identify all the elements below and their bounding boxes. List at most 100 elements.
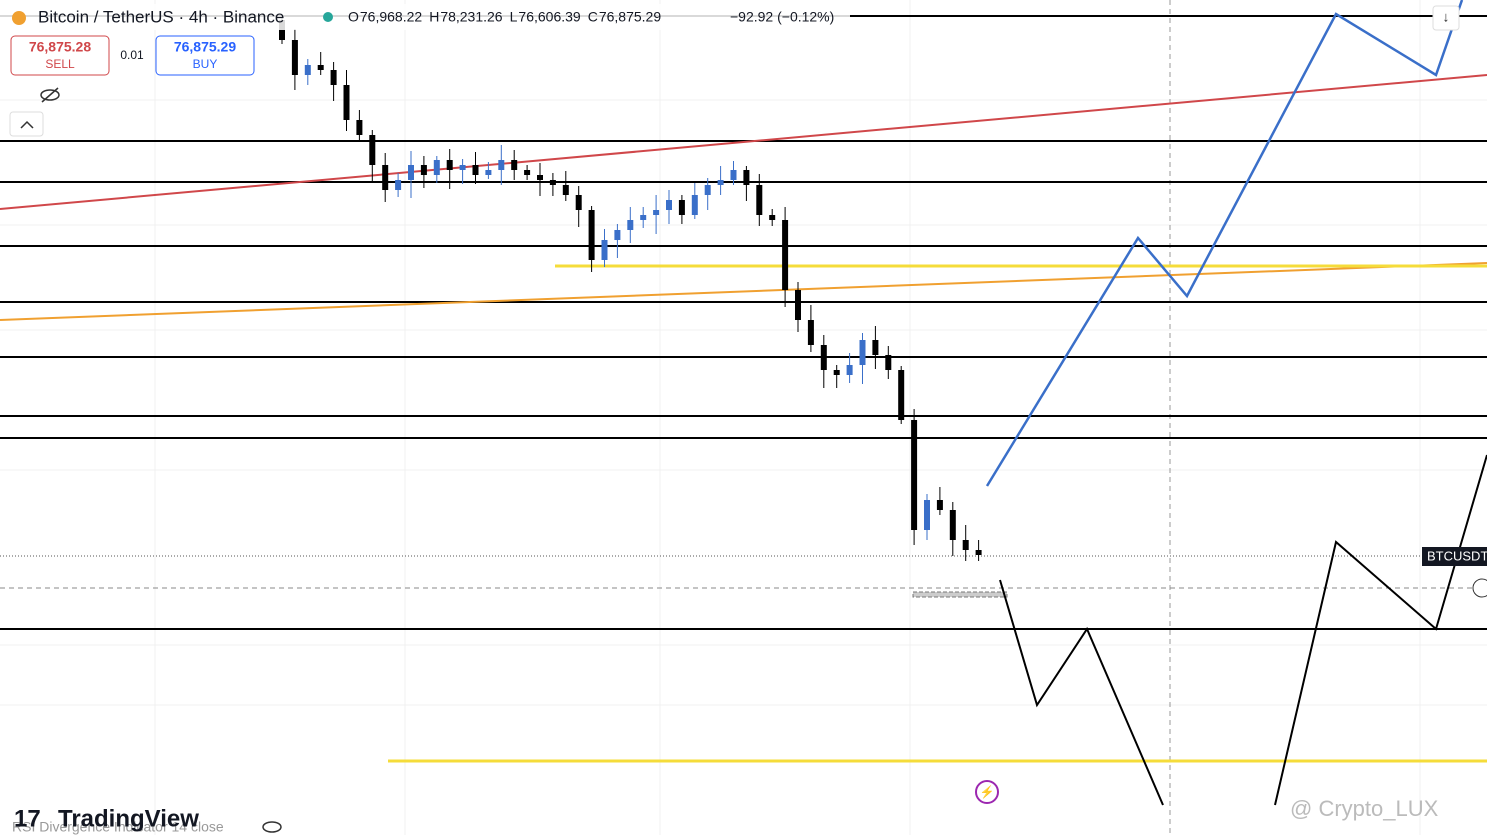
candle <box>653 210 660 215</box>
ohlc-value: 78,231.26 <box>440 9 502 25</box>
candle <box>343 85 350 120</box>
candle <box>330 70 337 85</box>
hide-icon[interactable] <box>40 89 60 101</box>
candle <box>356 120 363 135</box>
price-tag-bg <box>1422 547 1487 566</box>
header-bg <box>0 4 850 30</box>
change: −92.92 (−0.12%) <box>730 9 834 25</box>
candle <box>382 165 389 190</box>
candle <box>820 345 827 370</box>
hide-icon[interactable] <box>262 821 282 833</box>
collapse-button[interactable] <box>9 111 44 137</box>
bear-path <box>1274 454 1487 806</box>
buy-price[interactable]: 76,875.29 <box>174 39 236 55</box>
candle <box>846 365 853 375</box>
candle <box>717 180 724 185</box>
chevron <box>20 120 34 129</box>
candle <box>691 195 698 215</box>
candle <box>730 170 737 180</box>
candle <box>304 65 311 75</box>
logo-mark: 17 <box>14 805 41 832</box>
trend-line <box>0 262 1487 321</box>
ohlc-label: C <box>588 9 598 25</box>
candle <box>678 200 685 215</box>
candle <box>833 370 840 375</box>
bull-path <box>985 0 1464 487</box>
sell-button[interactable] <box>10 35 110 76</box>
indicator[interactable]: RSI Divergence Indicator 14 close <box>12 819 224 835</box>
candle <box>859 340 866 365</box>
candle <box>911 420 918 530</box>
candle <box>885 355 892 370</box>
candle <box>666 200 672 210</box>
status-dot <box>323 12 333 22</box>
arrow-icon: ↓ <box>1443 9 1450 25</box>
ohlc-label: O <box>348 9 359 25</box>
candle <box>562 185 569 195</box>
candle <box>433 160 440 175</box>
event-glyph: ⚡ <box>980 785 995 799</box>
candle <box>872 340 879 355</box>
buy-button[interactable] <box>155 35 255 76</box>
candle <box>537 175 543 180</box>
candle <box>472 165 479 175</box>
candle <box>395 180 402 190</box>
candle <box>459 165 466 170</box>
candle <box>317 65 324 70</box>
event-icon[interactable] <box>975 780 999 804</box>
trend-line <box>0 74 1487 210</box>
candle <box>420 165 427 175</box>
brand: TradingView <box>58 805 199 832</box>
add-button[interactable] <box>1472 578 1487 598</box>
candle <box>807 320 814 345</box>
ohlc-label: H <box>429 9 439 25</box>
candle <box>524 170 531 175</box>
candle <box>704 185 711 195</box>
candle <box>640 215 647 220</box>
price-tag: BTCUSDT <box>1427 548 1487 563</box>
candle <box>575 195 582 210</box>
sell-label[interactable]: SELL <box>45 57 75 71</box>
candle <box>795 290 801 320</box>
candle <box>369 135 376 165</box>
candle <box>511 160 518 170</box>
candle <box>756 185 763 215</box>
ohlc-label: L <box>510 9 518 25</box>
candle <box>898 370 905 420</box>
candle <box>975 550 982 555</box>
buy-label[interactable]: BUY <box>193 57 218 71</box>
candle <box>962 540 969 550</box>
candle <box>588 210 595 260</box>
quantity[interactable]: 0.01 <box>120 48 144 62</box>
scroll-button[interactable] <box>1432 5 1460 31</box>
sell-price[interactable]: 76,875.28 <box>29 39 91 55</box>
candle <box>408 165 414 180</box>
symbol[interactable]: Bitcoin / TetherUS · 4h · Binance <box>38 7 284 26</box>
ohlc: O 76,968.22 H 78,231.26 L 76,606.39 C 76,875.29 <box>348 9 661 25</box>
candle <box>549 180 556 185</box>
candle <box>743 170 750 185</box>
candle <box>614 230 621 240</box>
candle <box>601 240 608 260</box>
candle <box>949 510 956 540</box>
candle <box>627 220 634 230</box>
coin-icon <box>12 11 26 25</box>
candle <box>924 500 930 530</box>
levels <box>0 15 1487 630</box>
ohlc-value: 76,968.22 <box>360 9 422 25</box>
ohlc-value: 76,606.39 <box>518 9 580 25</box>
candle <box>446 160 453 170</box>
candle <box>936 500 943 510</box>
ohlc-value: 76,875.29 <box>599 9 661 25</box>
low-marker <box>912 591 1008 598</box>
hide-icon-slash <box>41 87 59 103</box>
candle <box>485 170 492 175</box>
candle <box>769 215 776 220</box>
candle <box>782 220 789 290</box>
bear-path <box>999 579 1164 806</box>
candle <box>498 160 505 170</box>
candles <box>279 16 982 561</box>
